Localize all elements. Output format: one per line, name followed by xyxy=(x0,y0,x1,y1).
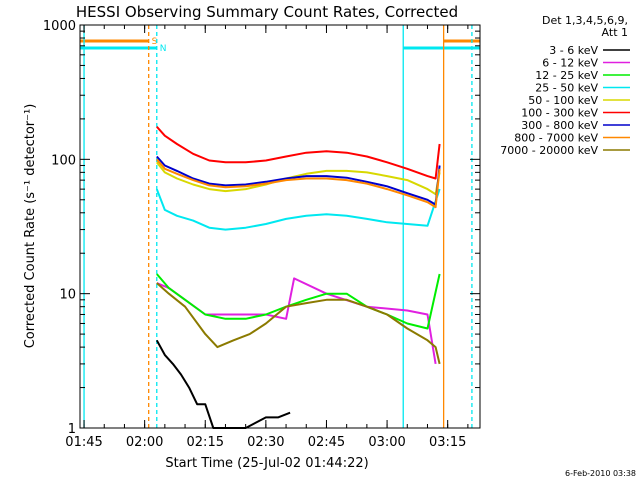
timestamp: 6-Feb-2010 03:38 xyxy=(565,469,636,478)
x-tick-label: 02:15 xyxy=(187,435,224,450)
series-line xyxy=(156,155,441,206)
legend-label: 12 - 25 keV xyxy=(535,69,598,82)
legend-title-line-2: Att 1 xyxy=(602,26,628,39)
x-axis: 01:45 02:00 02:15 02:30 02:45 03:00 03:15 xyxy=(65,25,469,450)
observing-bar-label: N xyxy=(160,44,167,54)
y-tick-label: 10 xyxy=(59,288,76,303)
y-tick-label: 100 xyxy=(51,153,76,168)
legend-label: 25 - 50 keV xyxy=(535,82,598,95)
x-axis-label: Start Time (25-Jul-02 01:44:22) xyxy=(165,456,368,471)
x-tick-label: 02:30 xyxy=(247,435,284,450)
x-tick-label: 03:15 xyxy=(429,435,466,450)
series-line xyxy=(156,158,441,209)
observing-bands: SN xyxy=(80,37,480,54)
chart-title: HESSI Observing Summary Count Rates, Cor… xyxy=(76,3,458,21)
legend-label: 6 - 12 keV xyxy=(542,57,598,70)
x-tick-label: 02:45 xyxy=(308,435,345,450)
legend-label: 800 - 7000 keV xyxy=(514,132,598,145)
series-lines xyxy=(155,126,441,429)
y-axis-label: Corrected Count Rate (s⁻¹ detector⁻¹) xyxy=(23,104,38,349)
series-line xyxy=(156,282,441,365)
series-line xyxy=(156,273,441,330)
observing-bar-label: S xyxy=(152,37,158,47)
observing-markers xyxy=(83,25,473,428)
x-tick-label: 03:00 xyxy=(368,435,405,450)
legend-label: 3 - 6 keV xyxy=(549,44,598,57)
plot-frame xyxy=(79,24,481,429)
legend-label: 50 - 100 keV xyxy=(528,94,598,107)
legend-label: 300 - 800 keV xyxy=(521,119,598,132)
legend-title-line-1: Det 1,3,4,5,6,9, xyxy=(542,14,628,27)
series-line xyxy=(155,188,441,231)
x-tick-label: 02:00 xyxy=(126,435,163,450)
series-line xyxy=(156,161,441,196)
x-tick-label: 01:45 xyxy=(65,435,102,450)
series-line xyxy=(155,339,291,429)
y-axis: 1 10 100 1000 xyxy=(43,19,480,437)
series-line xyxy=(156,126,441,180)
y-tick-label: 1 xyxy=(68,422,76,437)
y-tick-label: 1000 xyxy=(43,19,76,34)
legend-label: 7000 - 20000 keV xyxy=(500,144,598,157)
legend-label: 100 - 300 keV xyxy=(521,107,598,120)
series-line xyxy=(156,277,437,365)
